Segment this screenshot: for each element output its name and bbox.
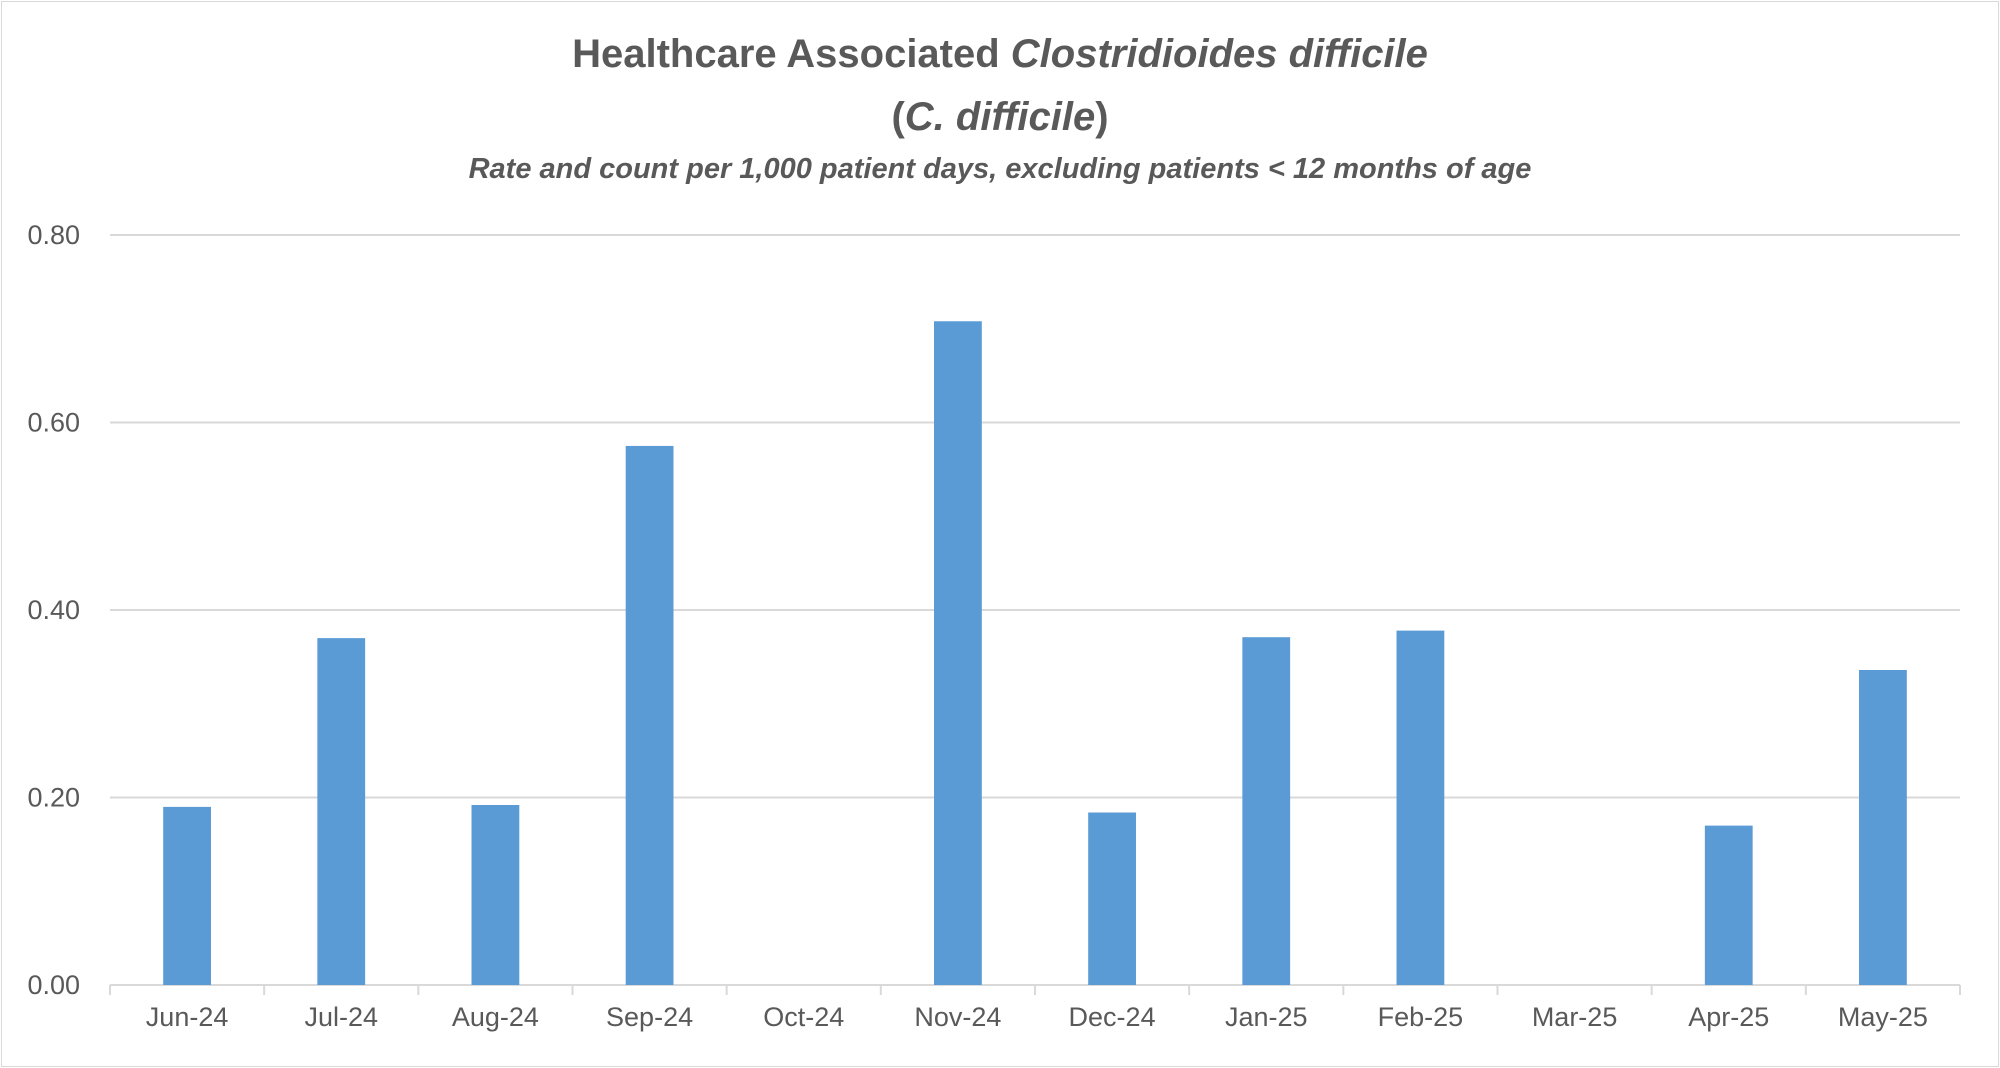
x-tick-label: Feb-25 [1378,1002,1464,1032]
title-plain: Healthcare Associated [572,32,1011,76]
y-tick-label: 0.40 [27,595,80,625]
x-tick-label: Aug-24 [452,1002,539,1032]
title-italic: Clostridioides difficile [1010,32,1428,76]
y-tick-label: 0.00 [27,970,80,1000]
bar [1242,637,1291,985]
title2-open: ( [891,95,905,139]
y-tick-label: 0.60 [27,408,80,438]
bar [625,445,674,985]
bar [317,638,366,985]
bar [1088,812,1136,985]
y-tick-label: 0.20 [27,783,80,813]
x-tick-label: May-25 [1838,1002,1928,1032]
x-tick-label: Nov-24 [914,1002,1001,1032]
x-tick-label: Oct-24 [763,1002,844,1032]
x-tick-label: Apr-25 [1688,1002,1769,1032]
bar [163,806,211,985]
title2-close: ) [1095,95,1109,139]
bar [1859,670,1907,985]
bar [471,805,520,985]
x-tick-label: Jan-25 [1225,1002,1308,1032]
bar [1396,630,1445,985]
chart-subtitle: Rate and count per 1,000 patient days, e… [468,153,1532,185]
bar [934,321,982,985]
x-tick-label: Sep-24 [606,1002,693,1032]
bar [1704,825,1753,985]
chart-title-line2: (C. difficile) [0,95,2000,140]
x-tick-label: Jun-24 [146,1002,229,1032]
title2-italic: C. difficile [904,95,1096,139]
x-tick-label: Mar-25 [1532,1002,1618,1032]
y-tick-label: 0.80 [27,220,80,250]
x-tick-label: Jul-24 [304,1002,378,1032]
chart-title-line1: Healthcare Associated Clostridioides dif… [0,32,2000,77]
x-tick-label: Dec-24 [1069,1002,1156,1032]
